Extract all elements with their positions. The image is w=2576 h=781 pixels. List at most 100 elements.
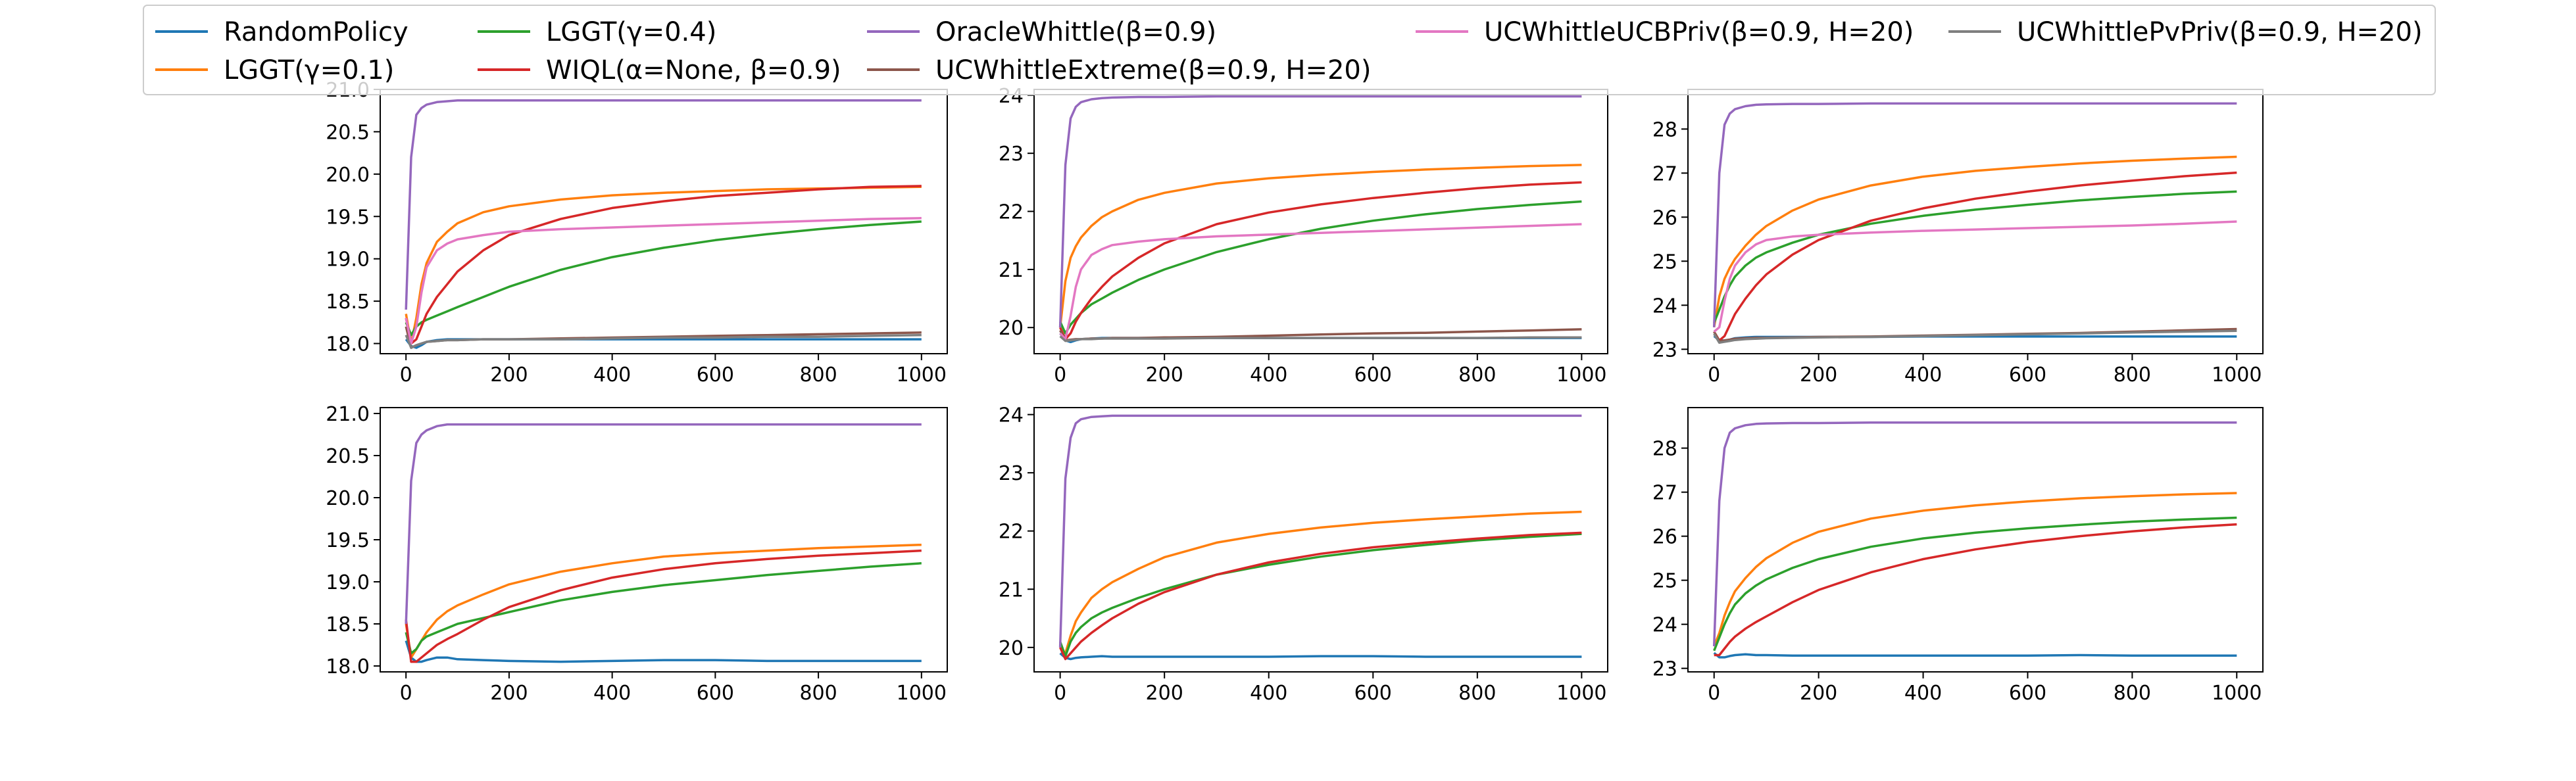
x-tick-label: 800 bbox=[2114, 364, 2151, 387]
series-line-ucwhittlepvpriv-0-9-h-20 bbox=[1059, 335, 1582, 343]
y-tick-label: 20 bbox=[999, 637, 1024, 660]
plot-area bbox=[1712, 102, 2237, 344]
x-tick-label: 200 bbox=[490, 364, 528, 387]
y-tick-label: 27 bbox=[1652, 482, 1677, 505]
legend-frame bbox=[143, 5, 2436, 95]
y-tick-label: 18.5 bbox=[326, 613, 370, 636]
subplot-5: 0 200 400 600 800 1000 20 21 22 23 24 bbox=[999, 404, 1608, 705]
y-tick-label: 23 bbox=[999, 143, 1024, 166]
legend-label: UCWhittlePvPriv(β=0.9, H=20) bbox=[2017, 17, 2423, 47]
series-line-ucwhittlepvpriv-0-9-h-20 bbox=[1713, 329, 2237, 344]
x-tick-label: 600 bbox=[1354, 682, 1392, 705]
y-tick-label: 18.0 bbox=[326, 655, 370, 678]
y-tick-label: 18.5 bbox=[326, 291, 370, 314]
subplot-grid: 0 200 400 600 800 100018.018.519.019.520.020.… bbox=[326, 79, 2264, 705]
y-tick-label: 18.0 bbox=[326, 333, 370, 356]
y-tick-label: 23 bbox=[999, 462, 1024, 485]
plot-area bbox=[405, 423, 922, 663]
series-line-wiql-none-0-9 bbox=[405, 549, 922, 663]
y-tick-label: 20.5 bbox=[326, 445, 370, 468]
x-tick-label: 400 bbox=[1250, 364, 1287, 387]
y-tick-label: 28 bbox=[1652, 118, 1677, 141]
series-line-ucwhittleucbpriv-0-9-h-20 bbox=[1059, 223, 1582, 341]
y-tick-label: 22 bbox=[999, 201, 1024, 224]
x-tick-label: 1000 bbox=[2212, 682, 2262, 705]
y-tick-label: 21.0 bbox=[326, 403, 370, 426]
x-tick-label: 800 bbox=[799, 682, 837, 705]
legend: RandomPolicy LGGT(γ=0.1) LGGT(γ=0.4) WIQ… bbox=[143, 5, 2436, 95]
legend-entry-oraclewhittle: OracleWhittle(β=0.9) bbox=[867, 17, 1216, 47]
x-tick-label: 400 bbox=[593, 364, 631, 387]
legend-entry-ucwhittleucbpriv: UCWhittleUCBPriv(β=0.9, H=20) bbox=[1416, 17, 1914, 47]
series-line-ucwhittleucbpriv-0-9-h-20 bbox=[1713, 220, 2237, 333]
legend-label: UCWhittleExtreme(β=0.9, H=20) bbox=[935, 55, 1371, 85]
y-tick-label: 20.0 bbox=[326, 487, 370, 510]
y-tick-label: 20.0 bbox=[326, 164, 370, 187]
x-tick-label: 600 bbox=[2009, 682, 2046, 705]
x-tick-label: 0 bbox=[1708, 682, 1720, 705]
legend-label: WIQL(α=None, β=0.9) bbox=[546, 55, 841, 85]
x-tick-label: 200 bbox=[1800, 364, 1837, 387]
y-tick-label: 27 bbox=[1652, 162, 1677, 185]
series-line-oraclewhittle-0-9 bbox=[405, 423, 922, 625]
plot-area bbox=[1058, 414, 1582, 661]
subplot-3: 0 200 400 600 800 1000 23 24 25 26 27 28 bbox=[1652, 89, 2264, 387]
y-tick-label: 20 bbox=[999, 317, 1024, 340]
axes-frame bbox=[1687, 407, 2264, 673]
y-tick-label: 21 bbox=[999, 579, 1024, 602]
legend-label: LGGT(γ=0.1) bbox=[224, 55, 394, 85]
x-tick-label: 1000 bbox=[897, 364, 947, 387]
series-line-lggt-0-4 bbox=[405, 562, 922, 655]
y-tick-label: 20.5 bbox=[326, 121, 370, 144]
y-tick-label: 23 bbox=[1652, 339, 1677, 362]
x-tick-label: 600 bbox=[2009, 364, 2046, 387]
subplot-6: 0 200 400 600 800 1000 23 24 25 26 27 28 bbox=[1652, 407, 2264, 705]
axes-frame bbox=[1033, 407, 1608, 673]
x-tick-label: 800 bbox=[2114, 682, 2151, 705]
legend-label: UCWhittleUCBPriv(β=0.9, H=20) bbox=[1484, 17, 1914, 47]
series-line-wiql-none-0-9 bbox=[1059, 181, 1582, 341]
series-line-ucwhittlepvpriv-0-9-h-20 bbox=[405, 333, 922, 349]
x-tick-label: 0 bbox=[400, 364, 412, 387]
plot-area bbox=[1712, 421, 2237, 659]
legend-label: LGGT(γ=0.4) bbox=[546, 17, 716, 47]
x-tick-label: 0 bbox=[1054, 682, 1066, 705]
x-tick-label: 1000 bbox=[1556, 682, 1606, 705]
x-tick-label: 400 bbox=[1904, 682, 1942, 705]
x-tick-label: 800 bbox=[1458, 682, 1496, 705]
series-line-wiql-none-0-9 bbox=[1713, 171, 2237, 342]
series-line-randompolicy bbox=[1713, 651, 2237, 659]
series-line-lggt-0-1 bbox=[1712, 155, 2237, 328]
series-line-lggt-0-4 bbox=[1059, 200, 1582, 335]
x-tick-label: 200 bbox=[1800, 682, 1837, 705]
series-line-wiql-none-0-9 bbox=[405, 185, 922, 345]
x-tick-label: 1000 bbox=[2212, 364, 2262, 387]
series-line-lggt-0-4 bbox=[405, 220, 922, 337]
series-line-lggt-0-1 bbox=[1058, 164, 1582, 328]
x-tick-label: 400 bbox=[1904, 364, 1942, 387]
subplot-1: 0 200 400 600 800 1000 18.0 18.5 19.0 19.5 20.0 20.… bbox=[326, 79, 948, 387]
y-tick-label: 25 bbox=[1652, 570, 1677, 593]
y-tick-label: 21 bbox=[999, 259, 1024, 282]
legend-entry-lggt-0-1: LGGT(γ=0.1) bbox=[155, 55, 394, 85]
x-tick-label: 200 bbox=[1146, 682, 1183, 705]
y-tick-label: 26 bbox=[1652, 206, 1677, 229]
y-tick-label: 19.0 bbox=[326, 248, 370, 272]
x-tick-label: 200 bbox=[490, 682, 528, 705]
y-tick-label: 19.0 bbox=[326, 571, 370, 594]
plot-area bbox=[405, 99, 922, 349]
series-line-wiql-none-0-9 bbox=[1059, 531, 1582, 661]
series-line-oraclewhittle-0-9 bbox=[1712, 102, 2237, 327]
plot-area bbox=[1058, 95, 1582, 344]
x-tick-label: 600 bbox=[1354, 364, 1392, 387]
x-tick-label: 400 bbox=[593, 682, 631, 705]
series-line-lggt-0-1 bbox=[1713, 492, 2237, 647]
series-line-wiql-none-0-9 bbox=[1714, 523, 2237, 657]
y-tick-label: 26 bbox=[1652, 526, 1677, 549]
y-tick-label: 19.5 bbox=[326, 206, 370, 229]
series-line-oraclewhittle-0-9 bbox=[405, 99, 922, 310]
y-tick-label: 19.5 bbox=[326, 529, 370, 552]
x-tick-label: 1000 bbox=[1556, 364, 1606, 387]
